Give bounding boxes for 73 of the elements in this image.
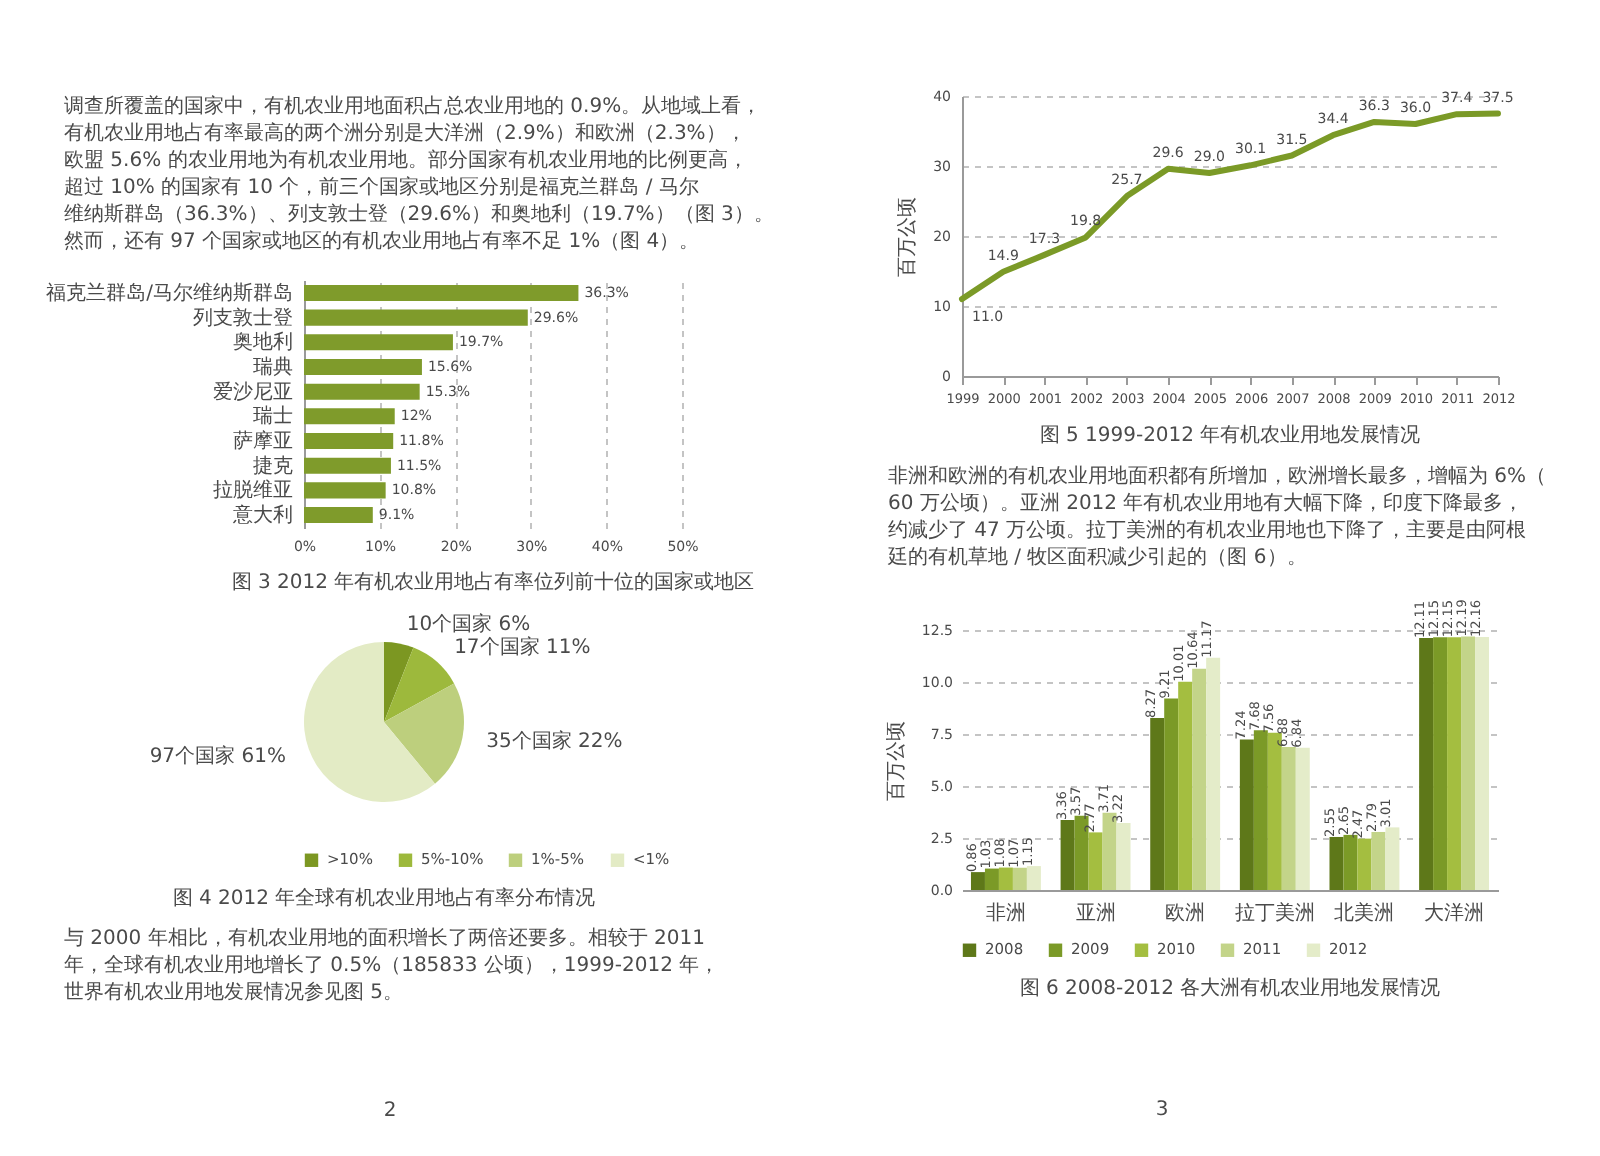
bar	[304, 309, 528, 326]
text: 图 4 2012 年全球有机农业用地占有率分布情况	[172, 886, 596, 910]
bar	[1088, 832, 1103, 890]
bar	[1357, 838, 1372, 890]
x-tick-label: 非洲	[985, 901, 1026, 925]
bar	[1371, 831, 1386, 890]
bar	[304, 408, 395, 425]
x-tick-label: 拉丁美洲	[1234, 901, 1315, 925]
bar	[1343, 834, 1358, 890]
bar	[304, 507, 373, 524]
x-tick-label: 亚洲	[1075, 901, 1116, 925]
bar	[984, 868, 999, 890]
bar	[1419, 638, 1434, 890]
y-tick-label: 瑞士	[253, 404, 293, 429]
bar	[304, 433, 394, 450]
bar	[1012, 867, 1027, 890]
data-label: 35个国家 22%	[486, 728, 623, 753]
pie-slice	[384, 642, 414, 722]
y-tick-label: 意大利	[231, 503, 293, 528]
x-tick-label: 北美洲	[1334, 901, 1395, 925]
pie-slice	[384, 647, 455, 722]
line-series	[959, 110, 1501, 302]
text: 调查所覆盖的国家中，有机农业用地面积占总农业用地的 0.9%。从地域上看，有机农业用地占有率最高的两个洲分别是大洋洲（2.9%）和欧洲（2.3%），欧盟 5.6% 的农业用地为有机农业用地。部分国家有机农业用地的比例更高，超过 10% 的国家有 10 个，前三个国家或地区分别是福克兰群岛 / 马尔维纳斯群岛（36.3%）、列支敦士登（29.6%）和奥地利（19.7%）（图 3）。然而，还有 97 个国家或地区的有机农业用地占有率不足 1%（图 4）。	[64, 94, 774, 253]
text: 图 5 1999-2012 年有机农业用地发展情况	[1039, 423, 1421, 447]
bar	[1281, 746, 1296, 890]
bar	[1116, 823, 1131, 890]
bar	[1461, 636, 1476, 890]
bar	[304, 334, 453, 351]
pie-slice	[384, 683, 464, 784]
bar	[1026, 866, 1041, 890]
bar	[1475, 637, 1490, 890]
bar	[304, 383, 420, 400]
bar	[1206, 657, 1221, 890]
data-label: 17个国家 11%	[454, 634, 591, 659]
data-label: 10个国家 6%	[406, 611, 531, 636]
bar	[304, 284, 579, 301]
bar	[1253, 730, 1268, 890]
y-tick-label: 奥地利	[233, 330, 293, 355]
pie-slice	[304, 642, 435, 802]
y-tick-label: 瑞典	[253, 354, 293, 379]
bar	[1447, 637, 1462, 890]
bar	[1329, 836, 1344, 890]
bar	[1295, 747, 1310, 890]
bar	[1385, 827, 1400, 890]
bar	[1239, 739, 1254, 890]
y-axis-title: 百万公顷	[883, 721, 908, 801]
y-tick-label: 福克兰群岛/马尔维纳斯群岛	[46, 280, 293, 305]
text: 3	[1155, 1099, 1169, 1121]
data-label: 97个国家 61%	[149, 743, 286, 768]
bar	[1433, 637, 1448, 890]
y-axis-title: 百万公顷	[895, 197, 920, 277]
bar	[1060, 820, 1075, 890]
text: 非洲和欧洲的有机农业用地面积都有所增加，欧洲增长最多，增幅为 6%（60 万公顷）。亚洲 2012 年有机农业用地有大幅下降，印度下降最多，约减少了 47 万公顷。拉丁美洲的有机农业用地也下降了，主要是由阿根廷的有机草地 / 牧区面积减少引起的（图 6）。	[886, 464, 1547, 569]
bar	[304, 358, 422, 375]
y-tick-label: 拉脱维亚	[213, 478, 293, 503]
bar	[970, 872, 985, 890]
bar	[1150, 717, 1165, 890]
x-tick-label: 欧洲	[1165, 901, 1206, 925]
text: 图 3 2012 年有机农业用地占有率位列前十位的国家或地区	[231, 570, 755, 594]
y-tick-label: 爱沙尼亚	[213, 379, 293, 404]
text: 2	[383, 1100, 397, 1122]
y-tick-label: 萨摩亚	[233, 429, 293, 454]
text: 图 6 2008-2012 各大洲有机农业用地发展情况	[1019, 976, 1441, 1000]
bar	[1192, 668, 1207, 890]
bar	[1178, 681, 1193, 890]
bar	[304, 457, 391, 474]
bar	[304, 482, 386, 499]
bar	[1164, 698, 1179, 890]
y-tick-label: 捷克	[253, 453, 293, 478]
y-tick-label: 列支敦士登	[193, 305, 293, 330]
bar	[998, 867, 1013, 890]
text: 与 2000 年相比，有机农业用地的面积增长了两倍还要多。相较于 2011 年，全球有机农业用地增长了 0.5%（185833 公顷），1999-2012 年，世界有机农业用地发展情况参见图 5。	[64, 926, 720, 1004]
x-tick-label: 大洋洲	[1424, 901, 1485, 925]
